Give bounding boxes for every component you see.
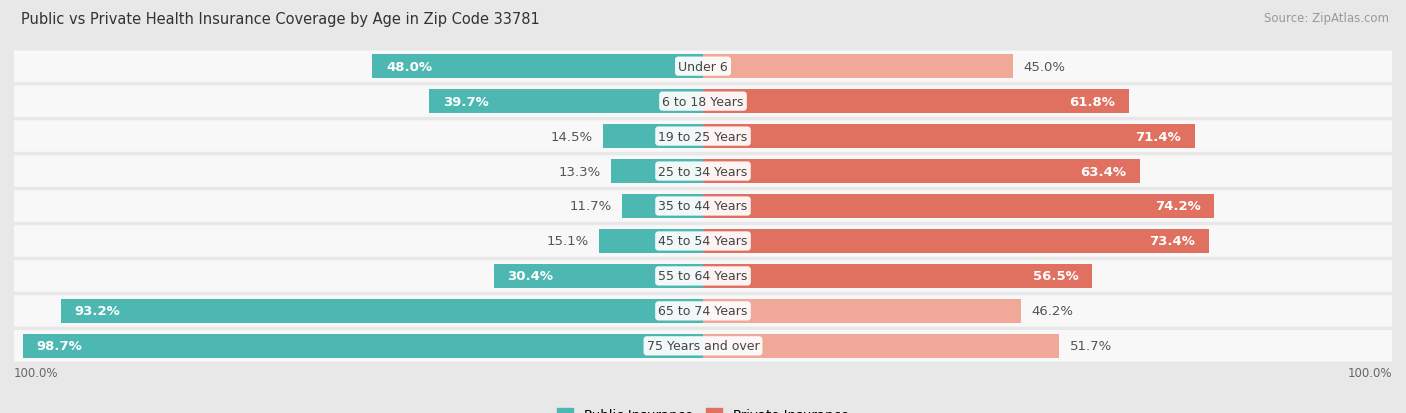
- Text: 19 to 25 Years: 19 to 25 Years: [658, 130, 748, 143]
- Bar: [703, 160, 1140, 183]
- Text: 63.4%: 63.4%: [1080, 165, 1126, 178]
- Bar: [703, 55, 1012, 79]
- FancyBboxPatch shape: [14, 225, 1392, 257]
- Text: 30.4%: 30.4%: [508, 270, 554, 283]
- Text: 93.2%: 93.2%: [75, 305, 121, 318]
- FancyBboxPatch shape: [14, 191, 1392, 222]
- Text: Source: ZipAtlas.com: Source: ZipAtlas.com: [1264, 12, 1389, 25]
- Text: 100.0%: 100.0%: [14, 366, 59, 379]
- Bar: [612, 160, 703, 183]
- Bar: [373, 55, 703, 79]
- Text: 15.1%: 15.1%: [547, 235, 589, 248]
- FancyBboxPatch shape: [14, 261, 1392, 292]
- Bar: [60, 299, 703, 323]
- Bar: [703, 299, 1021, 323]
- Text: 48.0%: 48.0%: [387, 61, 432, 74]
- Text: 39.7%: 39.7%: [443, 95, 489, 108]
- Bar: [703, 195, 1215, 218]
- Text: 14.5%: 14.5%: [551, 130, 593, 143]
- Text: 55 to 64 Years: 55 to 64 Years: [658, 270, 748, 283]
- Text: 13.3%: 13.3%: [558, 165, 600, 178]
- Bar: [703, 125, 1195, 149]
- Legend: Public Insurance, Private Insurance: Public Insurance, Private Insurance: [553, 402, 853, 413]
- Bar: [703, 334, 1059, 358]
- Text: 65 to 74 Years: 65 to 74 Years: [658, 305, 748, 318]
- Bar: [494, 264, 703, 288]
- FancyBboxPatch shape: [14, 330, 1392, 362]
- Bar: [603, 125, 703, 149]
- Bar: [623, 195, 703, 218]
- FancyBboxPatch shape: [14, 86, 1392, 118]
- Text: 45 to 54 Years: 45 to 54 Years: [658, 235, 748, 248]
- Bar: [22, 334, 703, 358]
- FancyBboxPatch shape: [14, 51, 1392, 83]
- Text: 61.8%: 61.8%: [1069, 95, 1115, 108]
- Bar: [703, 90, 1129, 114]
- Text: 46.2%: 46.2%: [1032, 305, 1074, 318]
- Text: 98.7%: 98.7%: [37, 339, 83, 352]
- Bar: [703, 230, 1209, 253]
- Bar: [703, 264, 1092, 288]
- Text: Under 6: Under 6: [678, 61, 728, 74]
- Text: 75 Years and over: 75 Years and over: [647, 339, 759, 352]
- Text: 35 to 44 Years: 35 to 44 Years: [658, 200, 748, 213]
- Text: 6 to 18 Years: 6 to 18 Years: [662, 95, 744, 108]
- Text: 71.4%: 71.4%: [1136, 130, 1181, 143]
- FancyBboxPatch shape: [14, 121, 1392, 152]
- Text: 56.5%: 56.5%: [1033, 270, 1078, 283]
- Text: 51.7%: 51.7%: [1070, 339, 1112, 352]
- Text: 100.0%: 100.0%: [1347, 366, 1392, 379]
- Text: 25 to 34 Years: 25 to 34 Years: [658, 165, 748, 178]
- Text: 74.2%: 74.2%: [1154, 200, 1201, 213]
- Text: Public vs Private Health Insurance Coverage by Age in Zip Code 33781: Public vs Private Health Insurance Cover…: [21, 12, 540, 27]
- Bar: [599, 230, 703, 253]
- FancyBboxPatch shape: [14, 295, 1392, 327]
- Text: 73.4%: 73.4%: [1149, 235, 1195, 248]
- Text: 11.7%: 11.7%: [569, 200, 612, 213]
- Bar: [429, 90, 703, 114]
- FancyBboxPatch shape: [14, 156, 1392, 188]
- Text: 45.0%: 45.0%: [1024, 61, 1066, 74]
